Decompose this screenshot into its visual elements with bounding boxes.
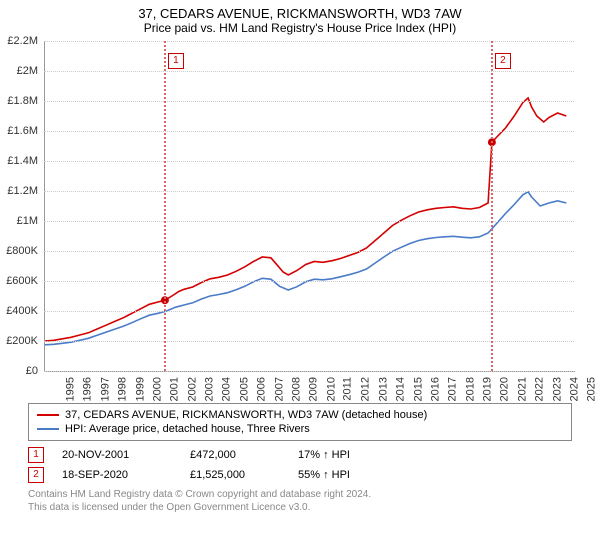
x-tick-label: 2014 <box>395 377 407 401</box>
footer-line-1: Contains HM Land Registry data © Crown c… <box>28 489 572 502</box>
legend-row-hpi: HPI: Average price, detached house, Thre… <box>37 422 563 436</box>
y-tick-label: £1.4M <box>7 155 38 167</box>
x-tick-label: 1996 <box>82 377 94 401</box>
series-line-property <box>45 98 566 341</box>
sale-price: £472,000 <box>190 449 280 461</box>
x-tick-label: 2010 <box>325 377 337 401</box>
gridline-h <box>44 41 574 42</box>
y-tick-label: £2M <box>17 65 38 77</box>
x-tick-label: 2017 <box>447 377 459 401</box>
x-tick-label: 1998 <box>117 377 129 401</box>
gridline-h <box>44 221 574 222</box>
x-tick-label: 2001 <box>169 377 181 401</box>
legend-box: 37, CEDARS AVENUE, RICKMANSWORTH, WD3 7A… <box>28 403 572 441</box>
chart-subtitle: Price paid vs. HM Land Registry's House … <box>0 21 600 35</box>
x-tick-label: 2012 <box>360 377 372 401</box>
x-tick-label: 2015 <box>412 377 424 401</box>
footer-line-2: This data is licensed under the Open Gov… <box>28 502 572 515</box>
gridline-h <box>44 371 574 372</box>
sale-dashed-line <box>164 41 166 371</box>
sale-marker-box: 2 <box>495 53 511 69</box>
y-tick-label: £400K <box>6 305 38 317</box>
sale-marker-box-inline: 2 <box>28 467 44 483</box>
x-tick-label: 2025 <box>586 377 598 401</box>
chart-area: £0£200K£400K£600K£800K£1M£1.2M£1.4M£1.6M… <box>44 41 574 401</box>
sales-row: 2 18-SEP-2020 £1,525,000 55% ↑ HPI <box>28 465 572 485</box>
x-tick-label: 2018 <box>464 377 476 401</box>
x-tick-label: 1999 <box>134 377 146 401</box>
gridline-h <box>44 341 574 342</box>
x-tick-label: 1995 <box>64 377 76 401</box>
x-tick-label: 2000 <box>151 377 163 401</box>
sale-date: 20-NOV-2001 <box>62 449 172 461</box>
x-tick-label: 2004 <box>221 377 233 401</box>
series-svg <box>45 41 575 371</box>
gridline-h <box>44 131 574 132</box>
sale-marker-box-inline: 1 <box>28 447 44 463</box>
legend-swatch-property <box>37 414 59 416</box>
y-tick-label: £1M <box>17 215 38 227</box>
x-tick-label: 2005 <box>238 377 250 401</box>
sale-date: 18-SEP-2020 <box>62 469 172 481</box>
sale-price: £1,525,000 <box>190 469 280 481</box>
y-tick-label: £2.2M <box>7 35 38 47</box>
x-tick-label: 2016 <box>429 377 441 401</box>
gridline-h <box>44 281 574 282</box>
sales-table: 1 20-NOV-2001 £472,000 17% ↑ HPI 2 18-SEP-202… <box>28 445 572 485</box>
x-tick-label: 2023 <box>551 377 563 401</box>
sales-row: 1 20-NOV-2001 £472,000 17% ↑ HPI <box>28 445 572 465</box>
sale-pct: 55% ↑ HPI <box>298 469 378 481</box>
sale-pct: 17% ↑ HPI <box>298 449 378 461</box>
x-tick-label: 2009 <box>308 377 320 401</box>
y-tick-label: £200K <box>6 335 38 347</box>
legend-row-property: 37, CEDARS AVENUE, RICKMANSWORTH, WD3 7A… <box>37 408 563 422</box>
x-tick-label: 2003 <box>204 377 216 401</box>
x-tick-label: 2021 <box>516 377 528 401</box>
series-line-hpi <box>45 192 566 345</box>
x-tick-label: 2008 <box>290 377 302 401</box>
y-tick-label: £0 <box>26 365 38 377</box>
chart-title-block: 37, CEDARS AVENUE, RICKMANSWORTH, WD3 7A… <box>0 0 600 37</box>
x-tick-label: 2013 <box>377 377 389 401</box>
x-tick-label: 2011 <box>342 377 354 401</box>
x-tick-label: 2002 <box>186 377 198 401</box>
plot-region <box>44 41 575 372</box>
y-tick-label: £1.2M <box>7 185 38 197</box>
chart-title: 37, CEDARS AVENUE, RICKMANSWORTH, WD3 7A… <box>0 6 600 21</box>
legend-label-property: 37, CEDARS AVENUE, RICKMANSWORTH, WD3 7A… <box>65 409 427 421</box>
footer-note: Contains HM Land Registry data © Crown c… <box>28 489 572 514</box>
x-tick-label: 2020 <box>499 377 511 401</box>
gridline-h <box>44 71 574 72</box>
gridline-h <box>44 311 574 312</box>
x-tick-label: 2006 <box>256 377 268 401</box>
sale-marker-box: 1 <box>168 53 184 69</box>
x-tick-label: 2007 <box>273 377 285 401</box>
legend-swatch-hpi <box>37 428 59 430</box>
gridline-h <box>44 191 574 192</box>
x-tick-label: 1997 <box>99 377 111 401</box>
gridline-h <box>44 101 574 102</box>
y-tick-label: £600K <box>6 275 38 287</box>
sale-dashed-line <box>491 41 493 371</box>
x-tick-label: 2024 <box>568 377 580 401</box>
x-tick-label: 2019 <box>482 377 494 401</box>
y-tick-label: £1.8M <box>7 95 38 107</box>
y-tick-label: £800K <box>6 245 38 257</box>
y-tick-label: £1.6M <box>7 125 38 137</box>
legend-label-hpi: HPI: Average price, detached house, Thre… <box>65 423 310 435</box>
gridline-h <box>44 161 574 162</box>
x-tick-label: 2022 <box>534 377 546 401</box>
gridline-h <box>44 251 574 252</box>
